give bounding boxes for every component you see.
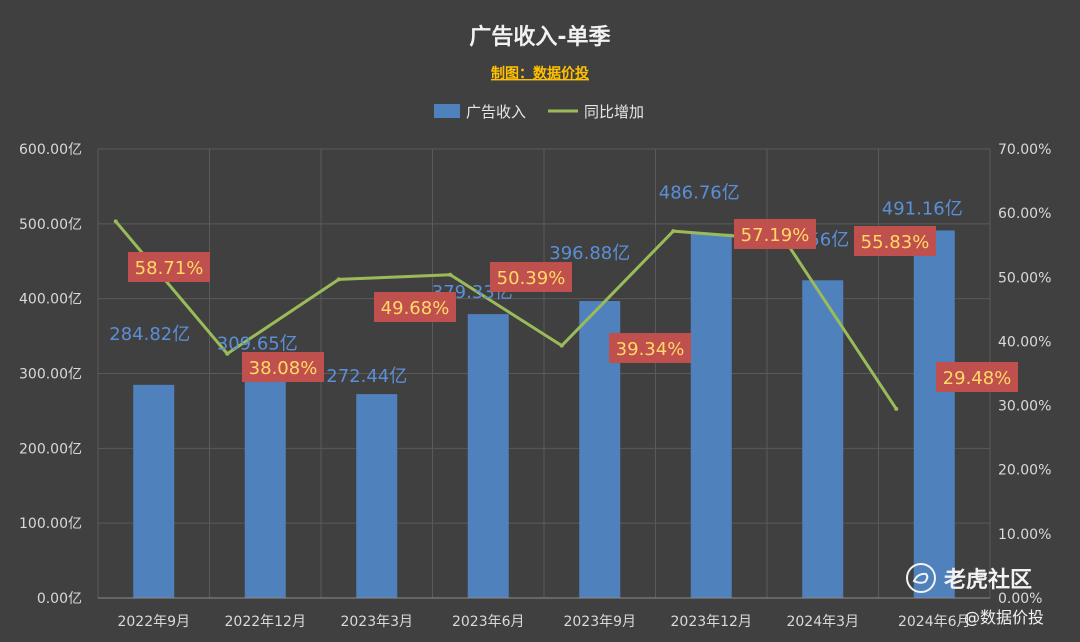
pct-label-box	[936, 362, 1018, 392]
bar	[467, 314, 509, 598]
gridlines	[97, 148, 991, 599]
bar-value-label: 396.88亿	[549, 243, 630, 264]
line-point	[225, 351, 230, 356]
bar-value-label: 284.82亿	[109, 324, 190, 345]
x-tick-label: 2023年9月	[563, 614, 636, 630]
x-tick-label: 2023年12月	[671, 614, 752, 630]
pct-label-box	[490, 262, 572, 292]
y-right-tick-label: 0.00%	[998, 591, 1042, 607]
bar-value-label: 272.44亿	[326, 366, 407, 387]
legend-line-label: 同比增加	[584, 103, 644, 121]
pct-label-box	[242, 352, 324, 382]
pct-value-label: 50.39%	[497, 268, 566, 289]
bar	[356, 394, 398, 598]
y-left-tick-label: 600.00亿	[19, 142, 82, 158]
legend-bar-swatch	[434, 104, 460, 118]
y-right-tick-label: 20.00%	[998, 463, 1051, 479]
y-left-tick-label: 0.00亿	[37, 591, 82, 607]
pct-value-label: 38.08%	[249, 358, 318, 379]
y-right-tick-label: 50.00%	[998, 270, 1051, 286]
pct-label-box	[374, 292, 456, 322]
bar	[244, 366, 286, 598]
x-tick-label: 2024年6月	[898, 614, 971, 630]
x-tick-label: 2023年3月	[340, 614, 413, 630]
line-point	[894, 406, 899, 411]
legend-bar-label: 广告收入	[466, 103, 526, 121]
y-right-tick-label: 30.00%	[998, 399, 1051, 415]
bar	[690, 233, 732, 598]
chart-title: 广告收入-单季	[469, 24, 610, 50]
y-left-tick-label: 100.00亿	[19, 516, 82, 532]
watermark-handle: @数据价投	[964, 608, 1045, 627]
watermark-brand-text: 老虎社区	[944, 568, 1033, 593]
pct-value-label: 55.83%	[861, 232, 930, 253]
line-point	[113, 219, 118, 224]
bar	[913, 230, 955, 598]
y-right-tick-label: 40.00%	[998, 334, 1051, 350]
bar-value-label: 309.65亿	[217, 333, 298, 354]
x-tick-label: 2024年3月	[786, 614, 859, 630]
pct-value-label: 29.48%	[943, 368, 1012, 389]
chart-subtitle: 制图：数据价投	[491, 65, 589, 82]
pct-label-box	[854, 226, 936, 256]
pct-value-label: 58.71%	[135, 258, 204, 279]
y-right-tick-label: 60.00%	[998, 206, 1051, 222]
pct-value-label: 49.68%	[381, 298, 450, 319]
pct-value-label: 39.34%	[616, 339, 685, 360]
x-tick-label: 2022年9月	[117, 614, 190, 630]
line-point	[671, 229, 676, 234]
line-point	[559, 343, 564, 348]
x-tick-label: 2023年6月	[452, 614, 525, 630]
line-point	[448, 272, 453, 277]
y-right-tick-label: 10.00%	[998, 527, 1051, 543]
y-left-tick-label: 200.00亿	[19, 441, 82, 457]
bar-value-label: 491.16亿	[882, 198, 963, 219]
tiger-logo-icon	[906, 563, 936, 593]
axes: 0.00亿 100.00亿 200.00亿 300.00亿 400.00亿 500.00亿…	[19, 142, 1051, 630]
y-left-tick-label: 500.00亿	[19, 217, 82, 233]
pct-label-box	[734, 219, 816, 249]
y-left-tick-label: 400.00亿	[19, 292, 82, 308]
bar	[133, 384, 175, 598]
x-tick-label: 2022年12月	[225, 614, 306, 630]
data-labels: 284.82亿 309.65亿272.44亿379.33亿396.88亿486.7…	[109, 183, 1018, 392]
pct-label-box	[609, 333, 691, 363]
line-point	[336, 277, 341, 282]
bar-series	[133, 230, 955, 598]
y-right-tick-label: 70.00%	[998, 142, 1051, 158]
bar	[802, 280, 844, 598]
watermark-brand: 老虎社区	[906, 562, 1032, 594]
pct-label-box	[128, 252, 210, 282]
pct-value-label: 57.19%	[741, 225, 810, 246]
bar-value-label: 486.76亿	[659, 183, 740, 204]
y-left-tick-label: 300.00亿	[19, 367, 82, 383]
